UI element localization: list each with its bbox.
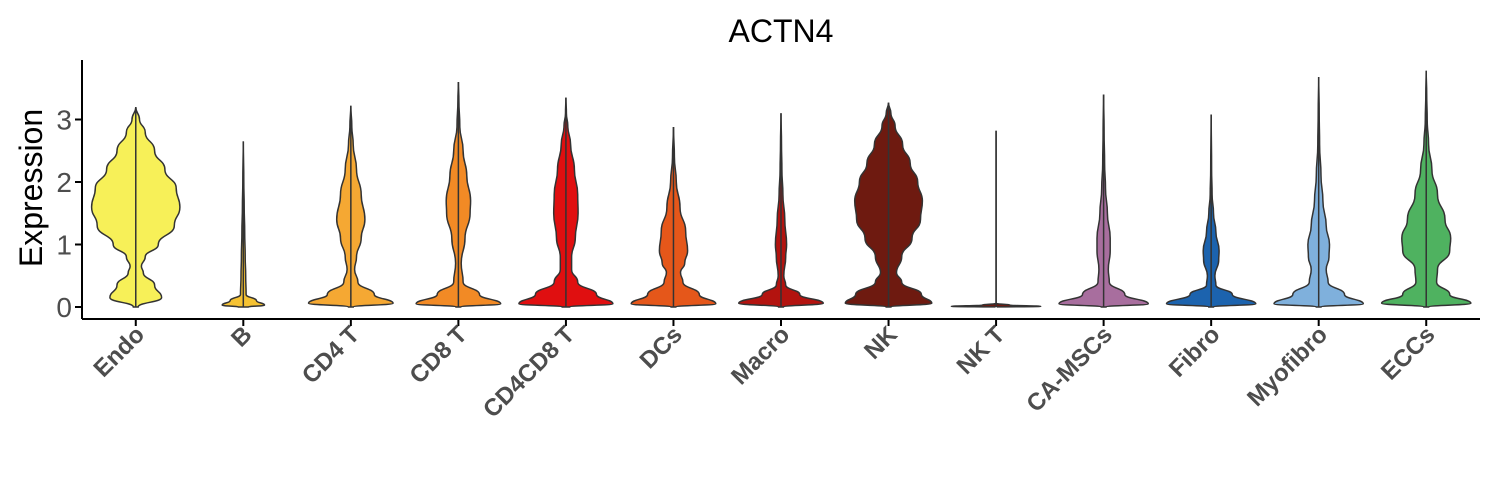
y-tick-label: 3 [56, 105, 72, 136]
x-tick-label: B [226, 321, 257, 352]
y-tick-label: 1 [56, 230, 72, 261]
x-tick-label: DCs [635, 321, 688, 374]
chart-title: ACTN4 [729, 13, 834, 49]
x-tick-label: Endo [89, 321, 151, 383]
x-tick-label: NK T [952, 321, 1011, 380]
x-tick-label: CD4CD8 T [478, 321, 580, 423]
x-tick-label: Fibro [1164, 321, 1226, 383]
y-tick-label: 2 [56, 167, 72, 198]
x-tick-label: CA-MSCs [1021, 321, 1117, 417]
x-axis-ticks: Endo B CD4 T CD8 T CD4CD8 T DCs Macro NK NK T CA-… [89, 319, 1440, 423]
x-tick-label: Macro [726, 321, 795, 390]
y-tick-label: 0 [56, 292, 72, 323]
x-tick-label: ECCs [1376, 321, 1440, 385]
violin-group [90, 70, 1472, 308]
x-tick-label: CD4 T [297, 321, 365, 389]
x-tick-label: CD8 T [405, 321, 473, 389]
x-tick-label: Myofibro [1242, 321, 1333, 412]
x-tick-label: NK [859, 321, 903, 365]
y-axis-ticks: 0 1 2 3 [56, 105, 82, 323]
y-axis-title: Expression [13, 109, 49, 267]
